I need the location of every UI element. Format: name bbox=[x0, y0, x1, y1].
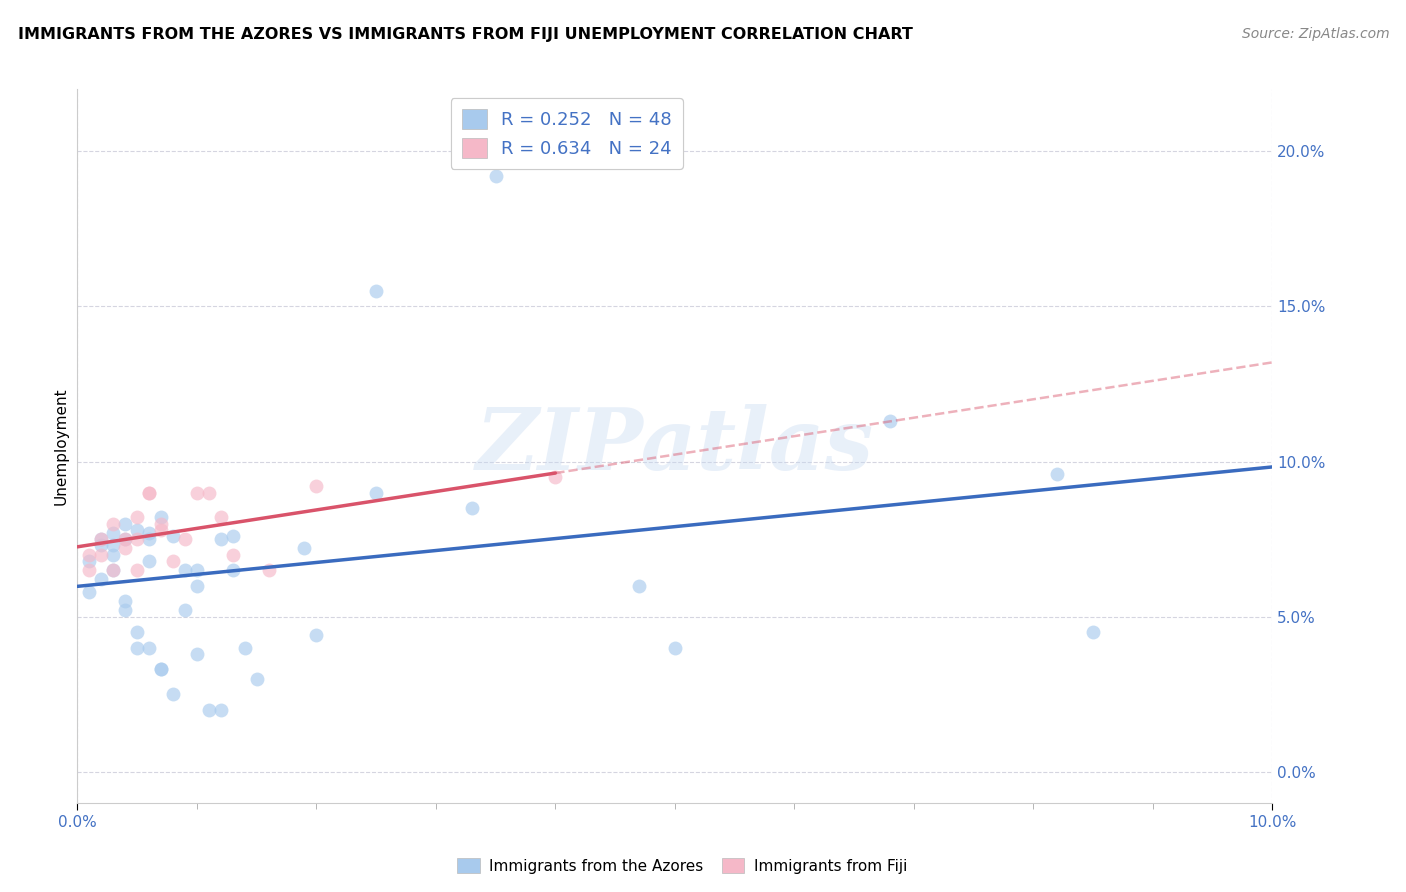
Point bbox=[79, 548, 101, 562]
Point bbox=[79, 584, 101, 599]
Point bbox=[1046, 467, 1069, 481]
Point bbox=[127, 640, 149, 655]
Legend: Immigrants from the Azores, Immigrants from Fiji: Immigrants from the Azores, Immigrants f… bbox=[451, 852, 912, 880]
Point bbox=[138, 485, 160, 500]
Point bbox=[103, 563, 124, 577]
Point bbox=[114, 594, 136, 608]
Point bbox=[127, 625, 149, 640]
Point bbox=[114, 603, 136, 617]
Point bbox=[186, 485, 208, 500]
Point bbox=[209, 532, 232, 546]
Point bbox=[138, 640, 160, 655]
Point bbox=[150, 523, 173, 537]
Point bbox=[114, 541, 136, 556]
Point bbox=[305, 628, 328, 642]
Point bbox=[174, 563, 197, 577]
Point bbox=[150, 516, 173, 531]
Point bbox=[222, 563, 245, 577]
Point bbox=[103, 538, 124, 552]
Point bbox=[257, 563, 280, 577]
Point bbox=[366, 284, 388, 298]
Point bbox=[90, 573, 112, 587]
Point bbox=[162, 687, 184, 701]
Point bbox=[305, 479, 328, 493]
Point bbox=[174, 532, 197, 546]
Point bbox=[628, 579, 651, 593]
Point bbox=[485, 169, 508, 183]
Point bbox=[209, 703, 232, 717]
Point bbox=[114, 532, 136, 546]
Point bbox=[879, 414, 901, 428]
Point bbox=[103, 548, 124, 562]
Point bbox=[114, 532, 136, 546]
Point bbox=[138, 532, 160, 546]
Point bbox=[461, 501, 484, 516]
Point bbox=[103, 563, 124, 577]
Point bbox=[664, 640, 686, 655]
Point bbox=[90, 532, 112, 546]
Point bbox=[1083, 625, 1105, 640]
Point bbox=[150, 510, 173, 524]
Point bbox=[544, 470, 567, 484]
Point bbox=[162, 529, 184, 543]
Y-axis label: Unemployment: Unemployment bbox=[53, 387, 69, 505]
Point bbox=[209, 510, 232, 524]
Point bbox=[90, 538, 112, 552]
Point bbox=[222, 548, 245, 562]
Point bbox=[366, 485, 388, 500]
Point bbox=[103, 525, 124, 540]
Point bbox=[103, 516, 124, 531]
Point bbox=[114, 516, 136, 531]
Point bbox=[90, 548, 112, 562]
Point bbox=[150, 662, 173, 676]
Point bbox=[233, 640, 256, 655]
Point bbox=[138, 525, 160, 540]
Text: Source: ZipAtlas.com: Source: ZipAtlas.com bbox=[1241, 27, 1389, 41]
Point bbox=[127, 532, 149, 546]
Point bbox=[246, 672, 269, 686]
Point bbox=[162, 554, 184, 568]
Point bbox=[127, 523, 149, 537]
Point bbox=[127, 510, 149, 524]
Text: ZIPatlas: ZIPatlas bbox=[475, 404, 875, 488]
Point bbox=[186, 647, 208, 661]
Point bbox=[127, 563, 149, 577]
Point bbox=[138, 485, 160, 500]
Point bbox=[186, 563, 208, 577]
Point bbox=[90, 532, 112, 546]
Point bbox=[197, 703, 219, 717]
Text: IMMIGRANTS FROM THE AZORES VS IMMIGRANTS FROM FIJI UNEMPLOYMENT CORRELATION CHAR: IMMIGRANTS FROM THE AZORES VS IMMIGRANTS… bbox=[18, 27, 912, 42]
Point bbox=[150, 662, 173, 676]
Point bbox=[197, 485, 219, 500]
Point bbox=[222, 529, 245, 543]
Point bbox=[79, 563, 101, 577]
Point bbox=[292, 541, 315, 556]
Point bbox=[174, 603, 197, 617]
Legend: R = 0.252   N = 48, R = 0.634   N = 24: R = 0.252 N = 48, R = 0.634 N = 24 bbox=[451, 98, 683, 169]
Point bbox=[79, 554, 101, 568]
Point bbox=[186, 579, 208, 593]
Point bbox=[138, 554, 160, 568]
